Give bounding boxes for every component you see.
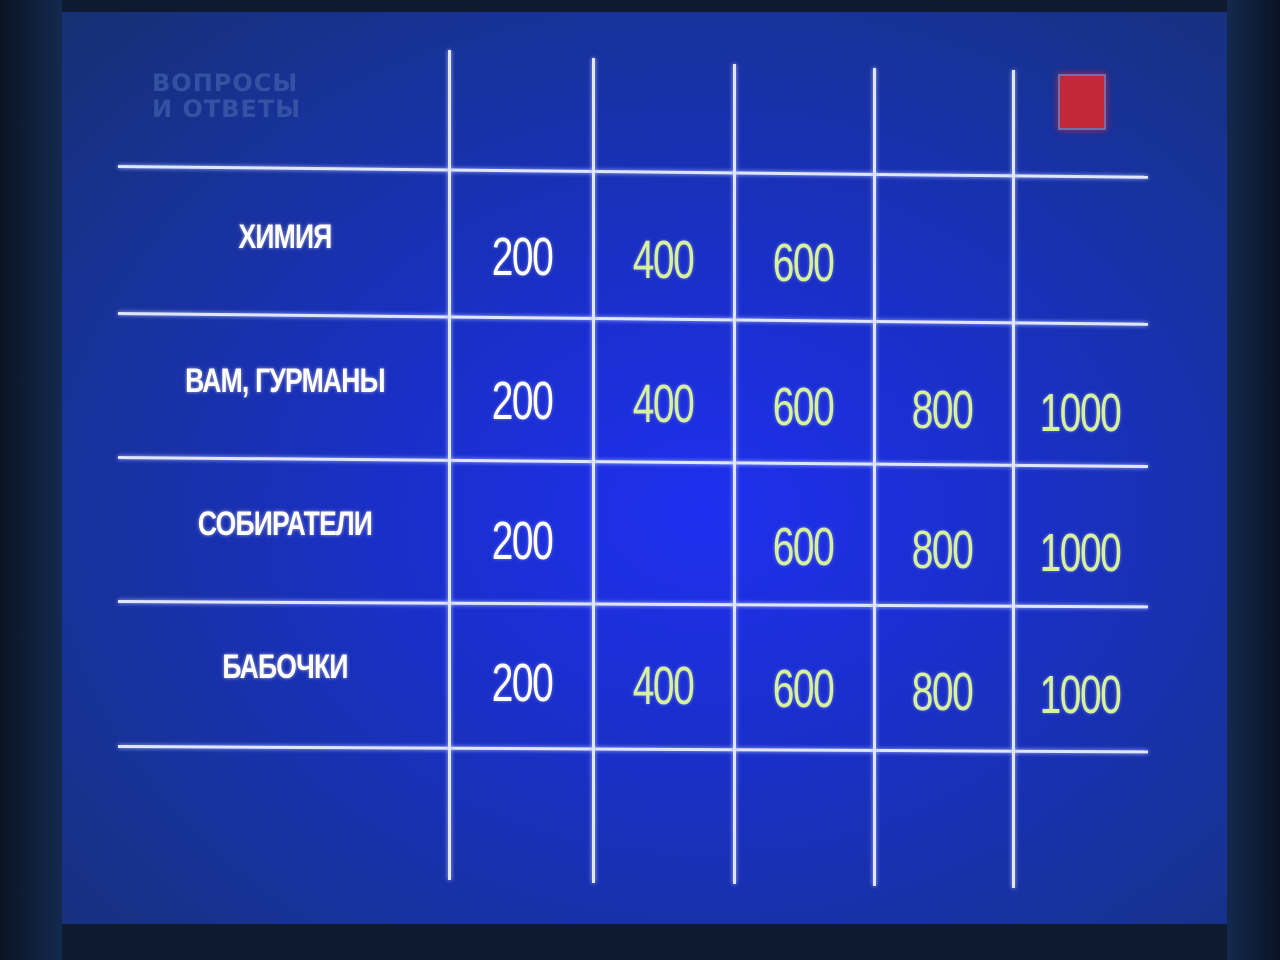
- grid-line: [733, 64, 736, 884]
- question-cell-400[interactable]: 400: [632, 230, 695, 290]
- question-cell-400[interactable]: 400: [632, 374, 695, 434]
- question-cell-800[interactable]: 800: [911, 662, 974, 722]
- category-label: БАБОЧКИ: [222, 648, 348, 686]
- category-label: ХИМИЯ: [238, 218, 332, 256]
- question-cell-200[interactable]: 200: [491, 227, 554, 287]
- question-cell-600[interactable]: 600: [772, 233, 835, 293]
- red-marker-icon: [1058, 74, 1106, 130]
- grid-line: [873, 68, 876, 886]
- category-label: ВАМ, ГУРМАНЫ: [185, 362, 385, 400]
- question-cell-200[interactable]: 200: [491, 371, 554, 431]
- question-cell-400[interactable]: 400: [632, 656, 695, 716]
- question-cell-800[interactable]: 800: [911, 520, 974, 580]
- question-cell-800[interactable]: 800: [911, 380, 974, 440]
- question-cell-600[interactable]: 600: [772, 377, 835, 437]
- question-cell-600[interactable]: 600: [772, 659, 835, 719]
- show-logo: ВОПРОСЫ И ОТВЕТЫ: [152, 70, 301, 122]
- question-cell-1000[interactable]: 1000: [1039, 523, 1122, 583]
- game-board-screen: [62, 12, 1227, 924]
- question-cell-1000[interactable]: 1000: [1039, 383, 1122, 443]
- logo-line-1: ВОПРОСЫ: [152, 69, 299, 97]
- screen-bezel-left: [0, 0, 62, 960]
- grid-line: [592, 58, 595, 883]
- screen-bezel-right: [1227, 0, 1280, 960]
- question-cell-200[interactable]: 200: [491, 511, 554, 571]
- grid-line: [448, 50, 451, 880]
- question-cell-600[interactable]: 600: [772, 517, 835, 577]
- question-cell-200[interactable]: 200: [491, 653, 554, 713]
- logo-line-2: И ОТВЕТЫ: [152, 95, 302, 123]
- category-label: СОБИРАТЕЛИ: [197, 505, 373, 543]
- question-cell-1000[interactable]: 1000: [1039, 665, 1122, 725]
- grid-line: [1012, 70, 1015, 888]
